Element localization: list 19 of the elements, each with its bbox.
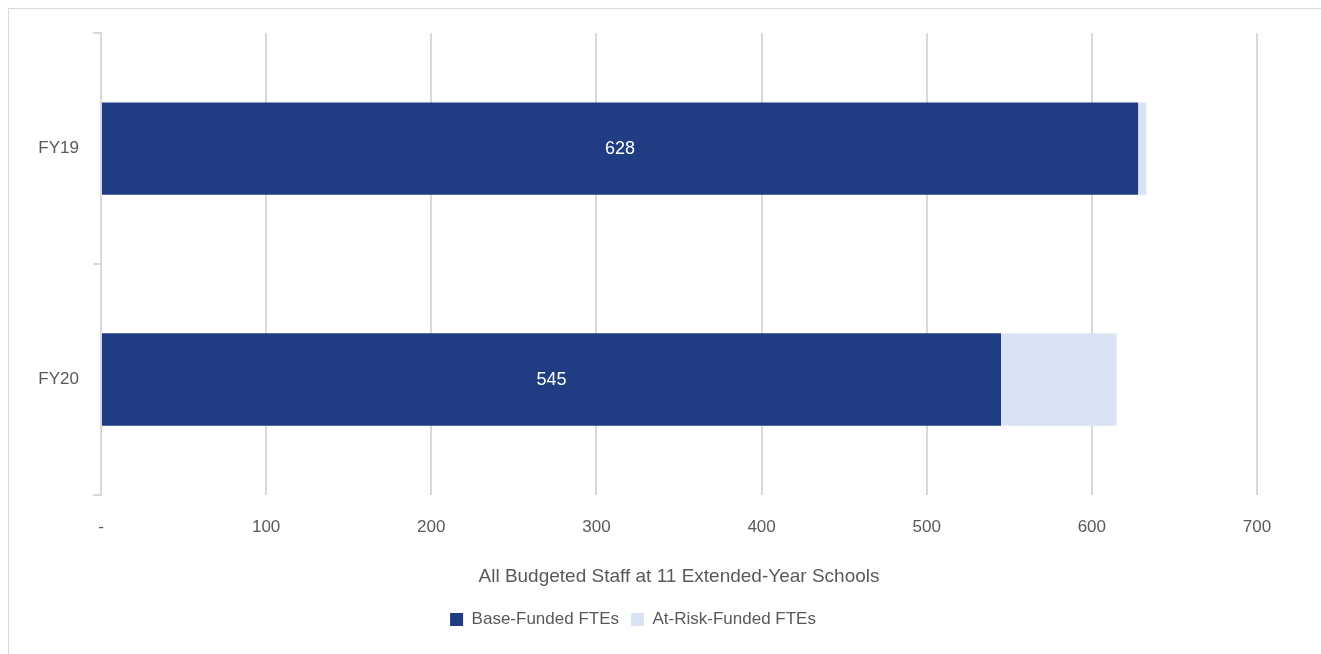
data-label: 545 — [536, 368, 567, 389]
x-tick-label: 200 — [417, 516, 446, 536]
x-axis-title: All Budgeted Staff at 11 Extended-Year Schools — [478, 564, 880, 586]
legend-label: At-Risk-Funded FTEs — [652, 609, 816, 629]
y-tick-label: FY20 — [38, 369, 79, 389]
y-tick-label: FY19 — [38, 138, 79, 158]
x-tick-label: 700 — [1242, 516, 1272, 536]
bar — [1001, 333, 1117, 426]
x-tick-label: - — [98, 516, 104, 536]
data-label: 628 — [605, 137, 636, 158]
x-tick-label: 500 — [912, 516, 941, 536]
bar — [102, 333, 1002, 426]
bar — [1138, 102, 1147, 195]
x-tick-label: 600 — [1077, 516, 1107, 536]
legend-label: Base-Funded FTEs — [471, 609, 619, 629]
x-tick-label: 400 — [747, 516, 776, 536]
x-tick-label: 300 — [582, 516, 611, 536]
bar — [102, 102, 1139, 195]
x-tick-label: 100 — [251, 516, 281, 536]
